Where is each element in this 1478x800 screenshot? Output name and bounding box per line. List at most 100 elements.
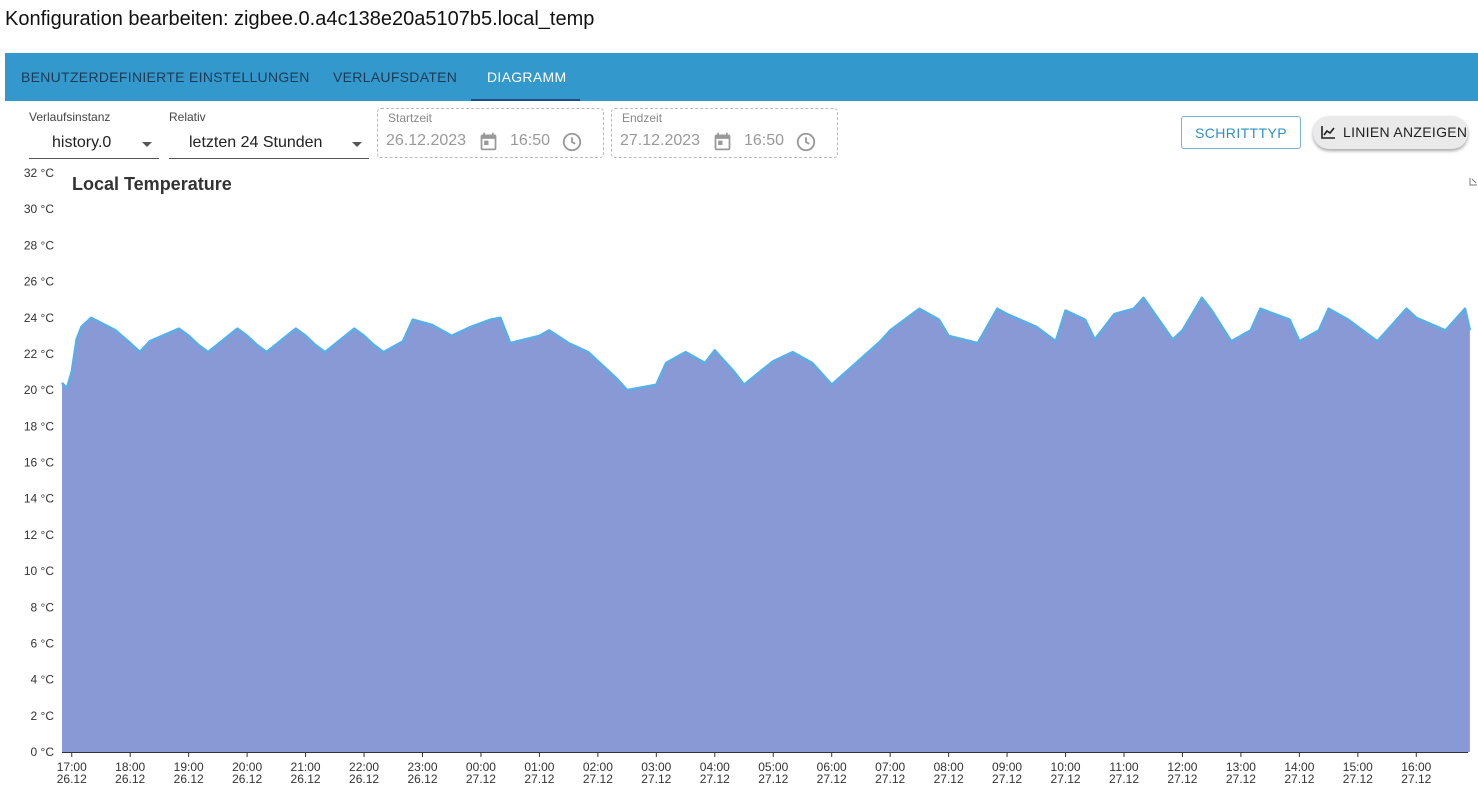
tab-custom-settings[interactable]: BENUTZERDEFINIERTE EINSTELLUNGEN <box>21 69 310 85</box>
x-tick-date: 27.12 <box>524 772 554 786</box>
y-tick-label: 22 °C <box>24 347 54 361</box>
x-tick-time: 15:00 <box>1343 760 1373 774</box>
clock-icon[interactable] <box>561 131 583 153</box>
start-time-field: Startzeit 26.12.2023 16:50 <box>377 108 604 158</box>
y-tick-label: 0 °C <box>31 745 55 759</box>
x-tick-time: 09:00 <box>992 760 1022 774</box>
start-time-value[interactable]: 16:50 <box>510 132 551 149</box>
x-tick-time: 00:00 <box>466 760 496 774</box>
x-tick-date: 27.12 <box>1343 772 1373 786</box>
y-tick-label: 14 °C <box>24 492 54 506</box>
y-tick-label: 18 °C <box>24 419 54 433</box>
x-tick-date: 27.12 <box>700 772 730 786</box>
x-tick-date: 26.12 <box>349 772 379 786</box>
y-tick-label: 6 °C <box>31 636 55 650</box>
x-tick-date: 27.12 <box>1167 772 1197 786</box>
x-tick-time: 05:00 <box>758 760 788 774</box>
dialog-title: Konfiguration bearbeiten: zigbee.0.a4c13… <box>5 8 595 30</box>
x-tick-time: 04:00 <box>700 760 730 774</box>
instance-select[interactable]: history.0 <box>29 132 159 159</box>
y-tick-label: 4 °C <box>31 673 55 687</box>
x-tick-date: 27.12 <box>1401 772 1431 786</box>
x-tick-date: 27.12 <box>466 772 496 786</box>
y-tick-label: 20 °C <box>24 383 54 397</box>
x-tick-date: 26.12 <box>174 772 204 786</box>
active-tab-indicator <box>471 99 580 101</box>
relative-field: Relativ letzten 24 Stunden <box>169 110 369 159</box>
x-tick-date: 26.12 <box>115 772 145 786</box>
tab-history-data[interactable]: VERLAUFSDATEN <box>333 69 458 85</box>
y-tick-label: 8 °C <box>31 600 55 614</box>
x-tick-date: 27.12 <box>1284 772 1314 786</box>
x-tick-time: 21:00 <box>291 760 321 774</box>
x-tick-time: 08:00 <box>934 760 964 774</box>
chevron-down-icon <box>352 142 362 147</box>
series-line <box>61 296 1472 392</box>
relative-select[interactable]: letzten 24 Stunden <box>169 132 369 159</box>
instance-field: Verlaufsinstanz history.0 <box>29 110 159 159</box>
x-tick-time: 12:00 <box>1167 760 1197 774</box>
show-lines-button[interactable]: LINIEN ANZEIGEN <box>1313 116 1468 149</box>
end-time-label: Endzeit <box>622 111 663 125</box>
x-tick-date: 27.12 <box>758 772 788 786</box>
x-tick-time: 07:00 <box>875 760 905 774</box>
end-time-value[interactable]: 16:50 <box>744 132 785 149</box>
end-time-field: Endzeit 27.12.2023 16:50 <box>611 108 838 158</box>
instance-value: history.0 <box>52 134 112 151</box>
x-tick-time: 14:00 <box>1284 760 1314 774</box>
x-tick-date: 26.12 <box>57 772 87 786</box>
x-tick-date: 27.12 <box>1051 772 1081 786</box>
line-chart-icon <box>1321 126 1335 139</box>
y-tick-label: 24 °C <box>24 311 54 325</box>
x-tick-date: 27.12 <box>1109 772 1139 786</box>
x-tick-date: 26.12 <box>232 772 262 786</box>
x-tick-time: 20:00 <box>232 760 262 774</box>
x-tick-date: 27.12 <box>992 772 1022 786</box>
y-tick-label: 32 °C <box>24 166 54 180</box>
end-date-value[interactable]: 27.12.2023 <box>620 132 701 149</box>
chevron-down-icon <box>142 142 152 147</box>
x-tick-date: 27.12 <box>934 772 964 786</box>
tab-chart[interactable]: DIAGRAMM <box>487 69 567 85</box>
y-tick-label: 10 °C <box>24 564 54 578</box>
x-tick-time: 22:00 <box>349 760 379 774</box>
clock-icon[interactable] <box>795 131 817 153</box>
x-tick-time: 10:00 <box>1051 760 1081 774</box>
instance-label: Verlaufsinstanz <box>29 110 111 124</box>
calendar-icon[interactable] <box>478 131 499 152</box>
resize-icon[interactable] <box>1469 176 1478 187</box>
calendar-icon[interactable] <box>712 131 733 152</box>
x-tick-time: 23:00 <box>407 760 437 774</box>
chart-title: Local Temperature <box>72 174 232 194</box>
x-tick-date: 27.12 <box>817 772 847 786</box>
x-tick-date: 26.12 <box>291 772 321 786</box>
x-tick-date: 26.12 <box>407 772 437 786</box>
y-tick-label: 2 °C <box>31 709 55 723</box>
x-tick-time: 13:00 <box>1226 760 1256 774</box>
series-area <box>62 297 1470 752</box>
x-tick-date: 27.12 <box>583 772 613 786</box>
y-tick-label: 30 °C <box>24 202 54 216</box>
x-tick-time: 19:00 <box>174 760 204 774</box>
show-lines-label: LINIEN ANZEIGEN <box>1343 124 1468 140</box>
x-tick-time: 01:00 <box>524 760 554 774</box>
tab-bar: BENUTZERDEFINIERTE EINSTELLUNGEN VERLAUF… <box>5 53 1478 101</box>
y-tick-label: 28 °C <box>24 238 54 252</box>
x-tick-date: 27.12 <box>641 772 671 786</box>
y-tick-label: 12 °C <box>24 528 54 542</box>
x-tick-date: 27.12 <box>1226 772 1256 786</box>
start-time-label: Startzeit <box>388 111 433 125</box>
start-date-value[interactable]: 26.12.2023 <box>386 132 467 149</box>
relative-value: letzten 24 Stunden <box>189 134 323 151</box>
x-tick-time: 02:00 <box>583 760 613 774</box>
y-tick-label: 16 °C <box>24 456 54 470</box>
x-tick-time: 18:00 <box>115 760 145 774</box>
x-tick-time: 03:00 <box>641 760 671 774</box>
step-type-button[interactable]: SCHRITTTYP <box>1181 116 1301 149</box>
temperature-chart: 0 °C 2 °C 4 °C 6 °C 8 °C 10 °C 12 °C 14 °C 16 °C… <box>24 166 1472 786</box>
x-tick-time: 06:00 <box>817 760 847 774</box>
y-tick-label: 26 °C <box>24 275 54 289</box>
x-tick-time: 17:00 <box>57 760 87 774</box>
x-tick-date: 27.12 <box>875 772 905 786</box>
x-tick-time: 11:00 <box>1109 760 1138 774</box>
